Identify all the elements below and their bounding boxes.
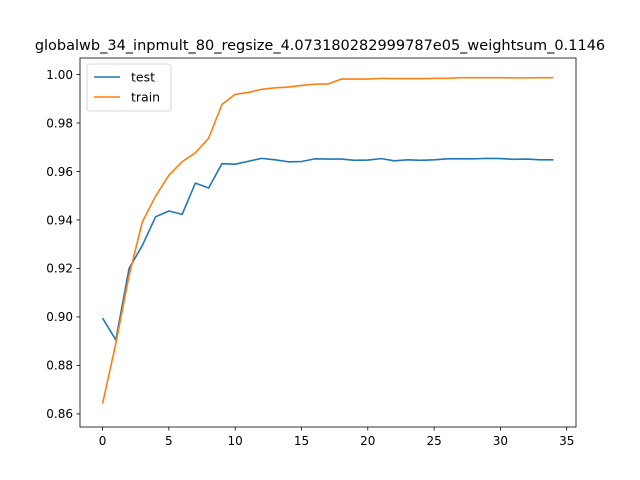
plot-area [79, 57, 577, 428]
y-tick-label: 0.92 [46, 262, 73, 276]
x-axis: 0 5 10 15 20 25 30 35 [99, 427, 574, 448]
plot-frame [79, 57, 577, 428]
y-tick-label: 0.96 [46, 165, 73, 179]
x-tick-label: 35 [559, 434, 574, 448]
y-tick-label: 0.98 [46, 116, 73, 130]
x-tick-label: 20 [360, 434, 375, 448]
legend: test train [86, 63, 172, 112]
legend-label-train: train [131, 90, 160, 105]
legend-box [86, 63, 172, 112]
series-group [101, 76, 554, 404]
series-line-test [101, 157, 554, 341]
x-tick-label: 25 [426, 434, 441, 448]
series-line-train [101, 76, 554, 404]
y-axis: 0.86 0.88 0.90 0.92 0.94 0.96 0.98 1.00 [46, 68, 80, 421]
x-tick-label: 10 [228, 434, 243, 448]
x-tick-label: 0 [99, 434, 107, 448]
x-tick-label: 15 [294, 434, 309, 448]
x-tick-label: 30 [493, 434, 508, 448]
y-tick-label: 0.88 [46, 359, 73, 373]
legend-label-test: test [131, 70, 155, 85]
y-tick-label: 0.94 [46, 213, 73, 227]
y-tick-label: 1.00 [46, 68, 73, 82]
x-tick-label: 5 [165, 434, 173, 448]
chart-title: globalwb_34_inpmult_80_regsize_4.0731802… [35, 38, 605, 54]
y-tick-label: 0.86 [46, 407, 73, 421]
y-tick-label: 0.90 [46, 310, 73, 324]
